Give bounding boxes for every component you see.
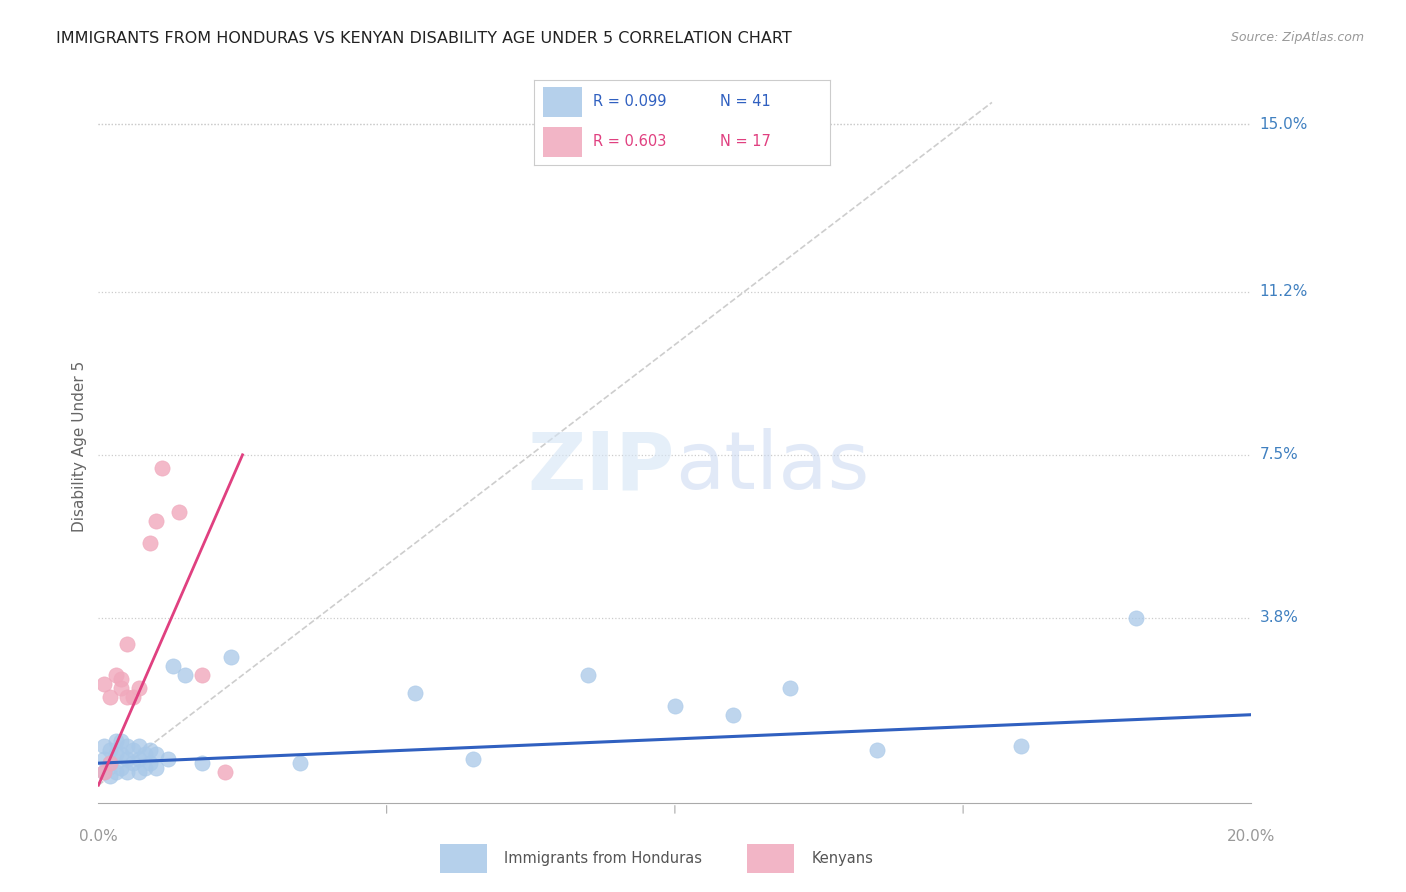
Immigrants from Honduras xyxy=(290,756,312,771)
Text: 3.8%: 3.8% xyxy=(1260,610,1299,625)
Immigrants from Honduras xyxy=(104,747,127,762)
Immigrants from Honduras xyxy=(98,756,121,771)
Kenyans xyxy=(139,536,162,550)
Kenyans xyxy=(110,673,132,687)
Text: Immigrants from Honduras: Immigrants from Honduras xyxy=(505,851,703,866)
Text: IMMIGRANTS FROM HONDURAS VS KENYAN DISABILITY AGE UNDER 5 CORRELATION CHART: IMMIGRANTS FROM HONDURAS VS KENYAN DISAB… xyxy=(56,31,792,46)
Text: 20.0%: 20.0% xyxy=(1227,830,1275,844)
Immigrants from Honduras xyxy=(1125,611,1147,625)
Immigrants from Honduras xyxy=(93,764,115,779)
Immigrants from Honduras xyxy=(461,752,484,766)
Bar xyxy=(543,87,582,117)
Immigrants from Honduras xyxy=(110,734,132,748)
Immigrants from Honduras xyxy=(139,743,162,757)
Text: Kenyans: Kenyans xyxy=(811,851,873,866)
Immigrants from Honduras xyxy=(117,752,138,766)
Bar xyxy=(440,844,486,873)
Immigrants from Honduras xyxy=(174,668,197,682)
Immigrants from Honduras xyxy=(98,769,121,783)
Immigrants from Honduras xyxy=(93,739,115,753)
Text: ZIP: ZIP xyxy=(527,428,675,507)
Immigrants from Honduras xyxy=(128,764,150,779)
Immigrants from Honduras xyxy=(721,707,744,722)
Immigrants from Honduras xyxy=(405,686,427,700)
Immigrants from Honduras xyxy=(117,739,138,753)
Kenyans xyxy=(98,756,121,771)
Immigrants from Honduras xyxy=(145,747,167,762)
Kenyans xyxy=(128,681,150,696)
Immigrants from Honduras xyxy=(134,747,156,762)
Kenyans xyxy=(167,505,190,519)
Immigrants from Honduras xyxy=(664,698,686,713)
Bar xyxy=(747,844,794,873)
Immigrants from Honduras xyxy=(93,752,115,766)
Immigrants from Honduras xyxy=(139,756,162,771)
Immigrants from Honduras xyxy=(219,650,242,665)
Immigrants from Honduras xyxy=(117,764,138,779)
Text: N = 41: N = 41 xyxy=(720,95,770,110)
Text: 0.0%: 0.0% xyxy=(79,830,118,844)
Immigrants from Honduras xyxy=(145,760,167,774)
Kenyans xyxy=(110,681,132,696)
Immigrants from Honduras xyxy=(779,681,801,696)
Immigrants from Honduras xyxy=(128,752,150,766)
Text: R = 0.099: R = 0.099 xyxy=(593,95,666,110)
Kenyans xyxy=(214,764,236,779)
Immigrants from Honduras xyxy=(162,659,184,673)
Immigrants from Honduras xyxy=(578,668,600,682)
Immigrants from Honduras xyxy=(866,743,889,757)
Immigrants from Honduras xyxy=(191,756,214,771)
Immigrants from Honduras xyxy=(104,734,127,748)
Text: Source: ZipAtlas.com: Source: ZipAtlas.com xyxy=(1230,31,1364,45)
Kenyans xyxy=(191,668,214,682)
Text: atlas: atlas xyxy=(675,428,869,507)
Immigrants from Honduras xyxy=(98,743,121,757)
Kenyans xyxy=(104,668,127,682)
Kenyans xyxy=(93,764,115,779)
Immigrants from Honduras xyxy=(1010,739,1032,753)
Kenyans xyxy=(150,461,173,475)
Immigrants from Honduras xyxy=(110,747,132,762)
Kenyans xyxy=(93,677,115,691)
Text: 7.5%: 7.5% xyxy=(1260,447,1298,462)
Immigrants from Honduras xyxy=(134,760,156,774)
Text: 15.0%: 15.0% xyxy=(1260,117,1308,132)
Immigrants from Honduras xyxy=(104,764,127,779)
Text: N = 17: N = 17 xyxy=(720,134,770,149)
Bar xyxy=(543,127,582,157)
Kenyans xyxy=(98,690,121,704)
Kenyans xyxy=(122,690,145,704)
Immigrants from Honduras xyxy=(122,756,145,771)
Text: R = 0.603: R = 0.603 xyxy=(593,134,666,149)
Kenyans xyxy=(145,514,167,528)
Immigrants from Honduras xyxy=(122,743,145,757)
Immigrants from Honduras xyxy=(128,739,150,753)
Immigrants from Honduras xyxy=(110,760,132,774)
Kenyans xyxy=(117,690,138,704)
Text: 11.2%: 11.2% xyxy=(1260,285,1308,300)
Kenyans xyxy=(117,637,138,651)
Immigrants from Honduras xyxy=(156,752,179,766)
Y-axis label: Disability Age Under 5: Disability Age Under 5 xyxy=(72,360,87,532)
